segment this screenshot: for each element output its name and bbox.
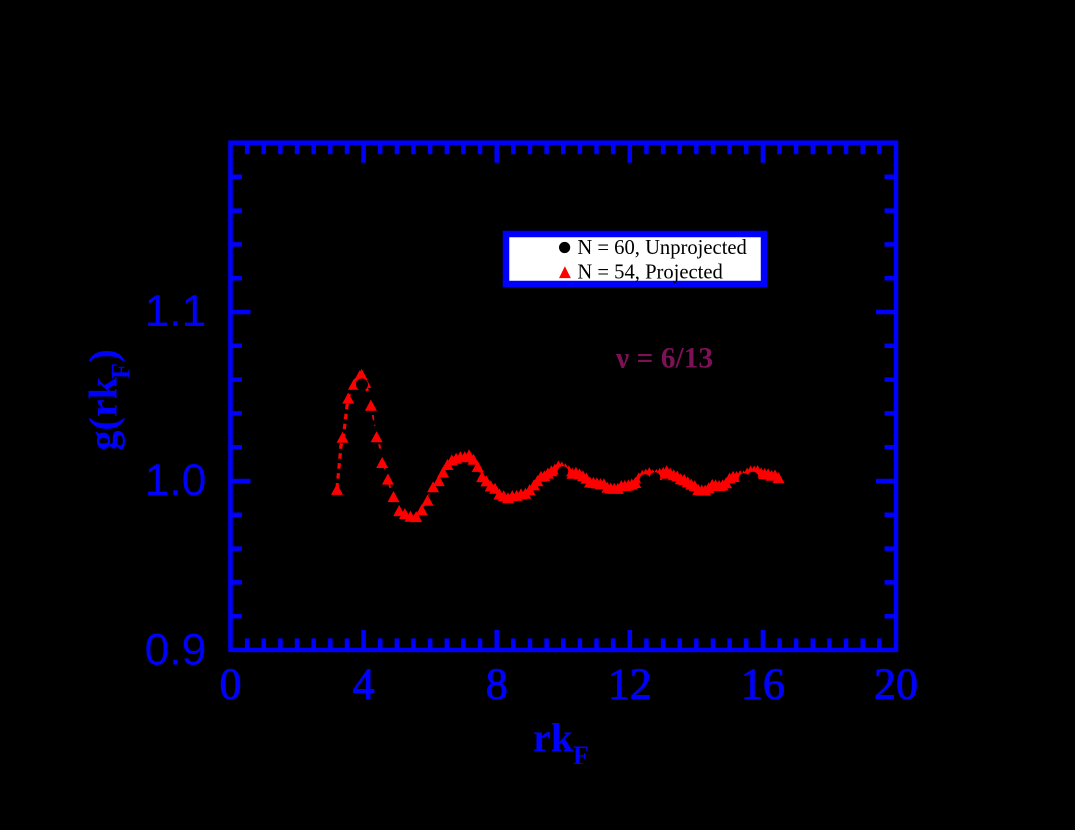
svg-text:8: 8 (486, 660, 508, 709)
svg-text:1.1: 1.1 (145, 287, 207, 336)
svg-text:ν = 6/13: ν = 6/13 (615, 343, 713, 375)
svg-text:F: F (107, 363, 136, 379)
svg-text:N = 54, Projected: N = 54, Projected (577, 262, 723, 284)
svg-text:N = 60, Unprojected: N = 60, Unprojected (577, 237, 747, 259)
svg-text:16: 16 (741, 660, 785, 709)
svg-text:): ) (81, 349, 126, 362)
svg-text:20: 20 (874, 660, 918, 709)
svg-text:0.9: 0.9 (145, 626, 207, 675)
svg-text:g(rk: g(rk (81, 376, 126, 450)
svg-text:0: 0 (220, 660, 242, 709)
svg-text:12: 12 (608, 660, 652, 709)
svg-text:1.0: 1.0 (145, 456, 207, 505)
svg-text:4: 4 (353, 660, 375, 709)
